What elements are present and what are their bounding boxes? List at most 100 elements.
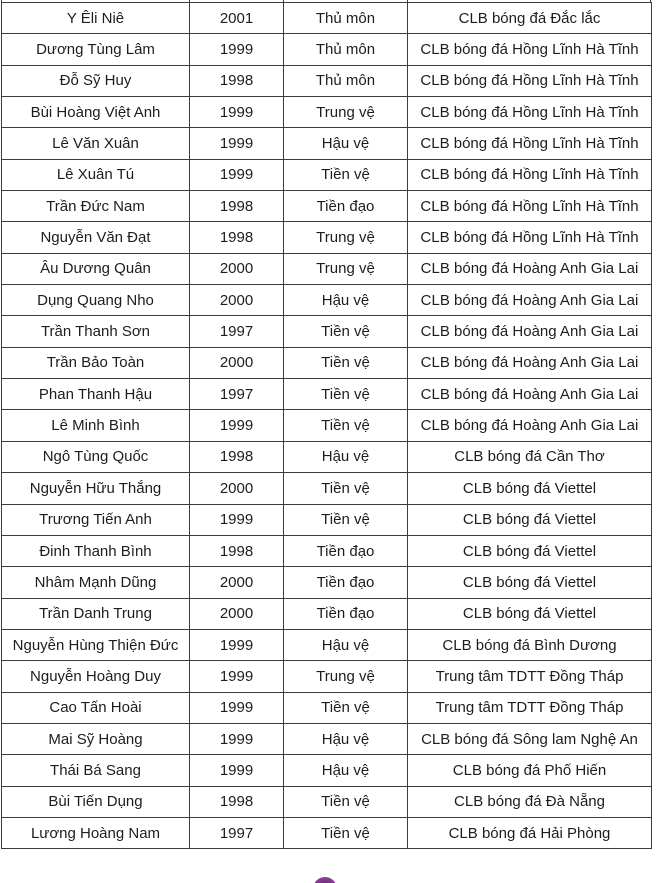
- birth-year-cell: 1999: [189, 127, 284, 160]
- player-name-cell: Trần Đức Nam: [1, 190, 190, 223]
- club-cell: CLB bóng đá Hồng Lĩnh Hà Tĩnh: [407, 127, 652, 160]
- table-border-stub: [189, 0, 190, 3]
- position-cell: Tiền vệ: [283, 158, 408, 192]
- table-row: Lê Xuân Tú 1999 Tiền vệ CLB bóng đá Hồng…: [1, 158, 652, 192]
- birth-year-cell: 1999: [189, 754, 284, 787]
- birth-year-cell: 2001: [189, 1, 284, 35]
- position-cell: Hậu vệ: [283, 284, 408, 317]
- player-name-cell: Trần Bảo Toàn: [1, 346, 190, 380]
- birth-year-cell: 2000: [189, 252, 284, 286]
- club-cell: CLB bóng đá Phố Hiến: [407, 754, 652, 787]
- birth-year-cell: 2000: [189, 346, 284, 380]
- position-cell: Tiền vệ: [283, 816, 408, 850]
- player-name-cell: Cao Tấn Hoài: [1, 691, 190, 724]
- club-cell: CLB bóng đá Hồng Lĩnh Hà Tĩnh: [407, 33, 652, 66]
- birth-year-cell: 1998: [189, 64, 284, 98]
- birth-year-cell: 1999: [189, 96, 284, 129]
- table-row: Đinh Thanh Bình 1998 Tiền đạo CLB bóng đ…: [1, 534, 652, 568]
- position-cell: Trung vệ: [283, 252, 408, 286]
- club-cell: CLB bóng đá Đà Nẵng: [407, 785, 652, 818]
- table-row: Nguyễn Hoàng Duy 1999 Trung vệ Trung tâm…: [1, 660, 652, 693]
- player-name-cell: Đinh Thanh Bình: [1, 534, 190, 568]
- table-row: Trương Tiến Anh 1999 Tiền vệ CLB bóng đá…: [1, 503, 652, 536]
- birth-year-cell: 2000: [189, 597, 284, 630]
- birth-year-cell: 1997: [189, 816, 284, 850]
- table-row: Mai Sỹ Hoàng 1999 Hậu vệ CLB bóng đá Sôn…: [1, 722, 652, 756]
- player-name-cell: Thái Bá Sang: [1, 754, 190, 787]
- club-cell: Trung tâm TDTT Đồng Tháp: [407, 660, 652, 693]
- player-name-cell: Nguyễn Hùng Thiện Đức: [1, 628, 190, 662]
- club-cell: CLB bóng đá Viettel: [407, 534, 652, 568]
- club-cell: CLB bóng đá Hoàng Anh Gia Lai: [407, 284, 652, 317]
- table-row: Đỗ Sỹ Huy 1998 Thủ môn CLB bóng đá Hồng …: [1, 64, 652, 98]
- player-name-cell: Lê Minh Bình: [1, 409, 190, 442]
- position-cell: Hậu vệ: [283, 722, 408, 756]
- table-row: Thái Bá Sang 1999 Hậu vệ CLB bóng đá Phố…: [1, 754, 652, 787]
- club-cell: CLB bóng đá Cần Thơ: [407, 440, 652, 474]
- player-name-cell: Phan Thanh Hậu: [1, 378, 190, 411]
- birth-year-cell: 1998: [189, 440, 284, 474]
- club-cell: CLB bóng đá Hoàng Anh Gia Lai: [407, 378, 652, 411]
- birth-year-cell: 1999: [189, 409, 284, 442]
- player-name-cell: Y Êli Niê: [1, 1, 190, 35]
- birth-year-cell: 1997: [189, 378, 284, 411]
- table-row: Lê Minh Bình 1999 Tiền vệ CLB bóng đá Ho…: [1, 409, 652, 442]
- club-cell: CLB bóng đá Hoàng Anh Gia Lai: [407, 346, 652, 380]
- table-row: Y Êli Niê 2001 Thủ môn CLB bóng đá Đắc l…: [1, 1, 652, 35]
- position-cell: Tiền đạo: [283, 534, 408, 568]
- table-row: Bùi Tiến Dụng 1998 Tiền vệ CLB bóng đá Đ…: [1, 785, 652, 818]
- club-cell: CLB bóng đá Hoàng Anh Gia Lai: [407, 252, 652, 286]
- birth-year-cell: 1998: [189, 785, 284, 818]
- player-name-cell: Nguyễn Hữu Thắng: [1, 472, 190, 505]
- table-row: Trần Đức Nam 1998 Tiền đạo CLB bóng đá H…: [1, 190, 652, 223]
- position-cell: Trung vệ: [283, 660, 408, 693]
- birth-year-cell: 2000: [189, 284, 284, 317]
- player-name-cell: Nhâm Mạnh Dũng: [1, 566, 190, 599]
- player-name-cell: Ngô Tùng Quốc: [1, 440, 190, 474]
- player-name-cell: Bùi Tiến Dụng: [1, 785, 190, 818]
- position-cell: Tiền vệ: [283, 315, 408, 348]
- birth-year-cell: 2000: [189, 472, 284, 505]
- birth-year-cell: 1999: [189, 33, 284, 66]
- table-row: Dương Tùng Lâm 1999 Thủ môn CLB bóng đá …: [1, 33, 652, 66]
- player-name-cell: Mai Sỹ Hoàng: [1, 722, 190, 756]
- birth-year-cell: 1999: [189, 158, 284, 192]
- club-cell: CLB bóng đá Viettel: [407, 597, 652, 630]
- position-cell: Tiền vệ: [283, 378, 408, 411]
- player-name-cell: Bùi Hoàng Việt Anh: [1, 96, 190, 129]
- birth-year-cell: 1997: [189, 315, 284, 348]
- table-row: Dụng Quang Nho 2000 Hậu vệ CLB bóng đá H…: [1, 284, 652, 317]
- club-cell: CLB bóng đá Hải Phòng: [407, 816, 652, 850]
- table-row: Trần Danh Trung 2000 Tiền đạo CLB bóng đ…: [1, 597, 652, 630]
- position-cell: Trung vệ: [283, 96, 408, 129]
- club-cell: CLB bóng đá Hồng Lĩnh Hà Tĩnh: [407, 221, 652, 254]
- partial-circle-button[interactable]: [313, 877, 337, 883]
- table-row: Âu Dương Quân 2000 Trung vệ CLB bóng đá …: [1, 252, 652, 286]
- position-cell: Hậu vệ: [283, 127, 408, 160]
- club-cell: Trung tâm TDTT Đồng Tháp: [407, 691, 652, 724]
- position-cell: Tiền vệ: [283, 785, 408, 818]
- birth-year-cell: 1998: [189, 534, 284, 568]
- birth-year-cell: 1998: [189, 190, 284, 223]
- position-cell: Tiền vệ: [283, 346, 408, 380]
- club-cell: CLB bóng đá Sông lam Nghệ An: [407, 722, 652, 756]
- position-cell: Thủ môn: [283, 33, 408, 66]
- club-cell: CLB bóng đá Bình Dương: [407, 628, 652, 662]
- club-cell: CLB bóng đá Viettel: [407, 503, 652, 536]
- table-row: Ngô Tùng Quốc 1998 Hậu vệ CLB bóng đá Cầ…: [1, 440, 652, 474]
- club-cell: CLB bóng đá Hoàng Anh Gia Lai: [407, 409, 652, 442]
- club-cell: CLB bóng đá Hoàng Anh Gia Lai: [407, 315, 652, 348]
- position-cell: Tiền vệ: [283, 409, 408, 442]
- position-cell: Tiền đạo: [283, 566, 408, 599]
- position-cell: Tiền vệ: [283, 503, 408, 536]
- position-cell: Tiền vệ: [283, 472, 408, 505]
- player-name-cell: Dụng Quang Nho: [1, 284, 190, 317]
- table-border-stub: [407, 0, 408, 3]
- table-border-stub: [283, 0, 284, 3]
- table-row: Trần Bảo Toàn 2000 Tiền vệ CLB bóng đá H…: [1, 346, 652, 380]
- table-row: Lương Hoàng Nam 1997 Tiền vệ CLB bóng đá…: [1, 816, 652, 850]
- player-name-cell: Nguyễn Văn Đạt: [1, 221, 190, 254]
- club-cell: CLB bóng đá Đắc lắc: [407, 1, 652, 35]
- player-name-cell: Lương Hoàng Nam: [1, 816, 190, 850]
